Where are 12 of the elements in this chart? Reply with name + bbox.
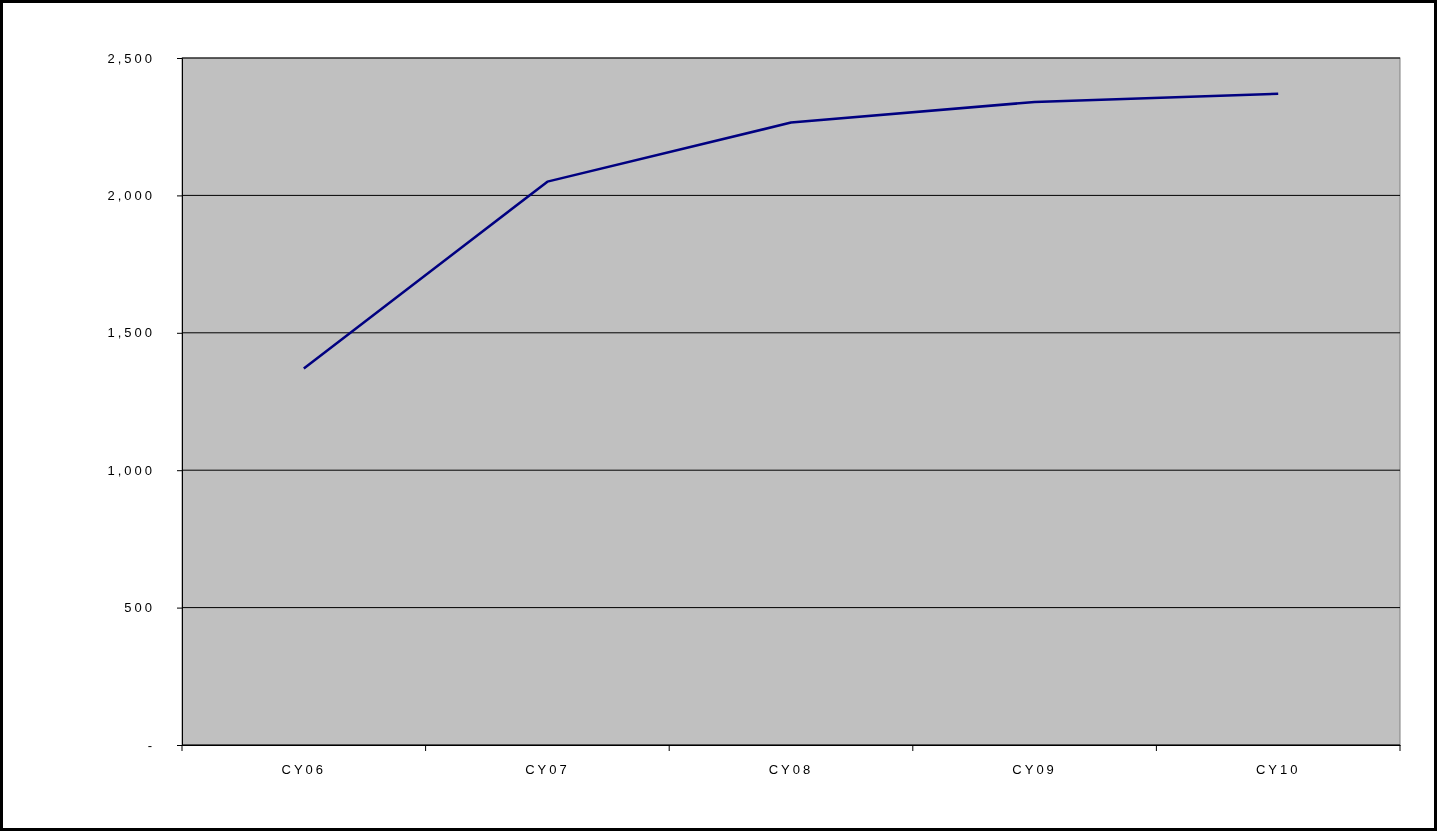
x-tick-label: CY10 <box>1255 762 1301 778</box>
y-tick-label: 2,000 <box>107 188 155 204</box>
x-tick-label: CY06 <box>281 762 327 778</box>
y-tick-label: 500 <box>124 600 155 616</box>
x-tick-label: CY09 <box>1012 762 1057 778</box>
y-tick-label: - <box>147 737 155 753</box>
line-series <box>302 92 1280 370</box>
x-tick-label: CY07 <box>525 762 570 778</box>
y-tick-label: 1,000 <box>107 462 155 478</box>
y-tick-label: 1,500 <box>107 325 155 341</box>
x-tick-label: CY08 <box>768 762 814 778</box>
y-tick-label: 2,500 <box>107 50 155 66</box>
